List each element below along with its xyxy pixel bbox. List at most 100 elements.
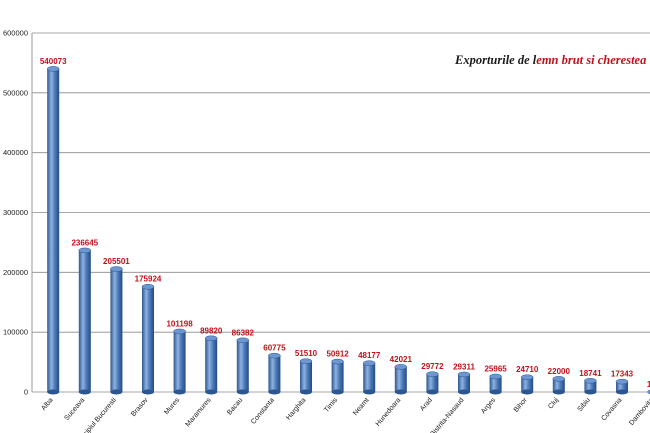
x-tick-label: Bihor <box>513 396 529 414</box>
data-label: 24710 <box>516 365 539 374</box>
x-tick-label: Mures <box>163 396 181 416</box>
bar-top <box>552 376 566 382</box>
y-tick-label: 200000 <box>3 268 28 277</box>
bar-base <box>78 389 91 395</box>
y-tick-label: 300000 <box>3 208 28 217</box>
bar <box>204 335 218 395</box>
bar <box>299 358 313 395</box>
bar-top <box>236 337 250 344</box>
bar-base <box>268 389 281 395</box>
data-label: 236645 <box>71 238 98 247</box>
x-tick-label: Alba <box>40 397 54 412</box>
bar-top <box>110 266 123 272</box>
bar-body <box>552 378 565 392</box>
x-tick-label: Sibiu <box>577 397 592 414</box>
bar-top <box>520 374 534 380</box>
bar-body <box>268 355 281 392</box>
data-label: 540073 <box>40 57 67 66</box>
x-tick-label: Hunedoara <box>375 397 403 428</box>
bar-body <box>458 374 470 392</box>
y-tick-label: 0 <box>24 388 28 397</box>
bar-base <box>142 389 154 395</box>
bar-top <box>362 360 376 366</box>
bar-base <box>47 389 60 395</box>
bar-body <box>331 361 344 392</box>
bar-top <box>331 358 344 365</box>
x-tick-label: Maramures <box>185 396 213 428</box>
bar-top <box>141 283 155 290</box>
bar-top <box>78 247 92 254</box>
bar <box>647 389 650 395</box>
bar-base <box>426 389 439 395</box>
bar-base <box>331 389 344 395</box>
data-label: 29311 <box>453 362 475 371</box>
bar-body <box>110 269 123 392</box>
data-label: 42021 <box>390 355 413 364</box>
data-label: 17343 <box>611 370 634 379</box>
bar <box>236 337 250 395</box>
bar-top <box>299 358 313 364</box>
bar <box>78 247 92 395</box>
x-tick-label: Arad <box>419 397 434 413</box>
bar-body <box>47 68 60 392</box>
bar <box>46 66 60 395</box>
bar-base <box>205 389 218 395</box>
y-tick-label: 600000 <box>3 29 28 38</box>
data-label: 50912 <box>326 350 349 359</box>
title-part: emn brut si cherestea <box>536 53 646 67</box>
x-tick-label: Dambovita <box>628 397 650 427</box>
bar-base <box>110 389 123 395</box>
bar-body <box>205 338 218 392</box>
y-tick-label: 400000 <box>3 148 28 157</box>
x-tick-label: Harghita <box>285 397 307 422</box>
data-label: 48177 <box>358 351 381 360</box>
bar-top <box>489 373 502 380</box>
bar-top <box>46 66 60 72</box>
bar-top <box>615 378 629 385</box>
x-tick-label: Cluj <box>547 396 560 410</box>
bar <box>615 378 629 395</box>
x-tick-label: Timis <box>323 396 339 413</box>
bar-body <box>363 363 376 392</box>
data-label: 51510 <box>295 349 318 358</box>
bar-body <box>173 331 186 392</box>
bar-body <box>616 381 628 392</box>
bar-base <box>552 389 565 395</box>
bar-base <box>394 389 407 395</box>
bar-top <box>426 371 439 377</box>
x-tick-label: Bistrita-Nasaud <box>429 397 465 433</box>
bar-base <box>458 389 470 395</box>
bar <box>552 376 566 395</box>
bar <box>489 373 502 395</box>
bar-body <box>394 366 407 392</box>
data-label: 18741 <box>579 369 602 378</box>
data-label: 101198 <box>166 319 193 328</box>
bar-top <box>173 328 186 335</box>
bar-body <box>489 376 502 392</box>
data-label: 25965 <box>484 364 507 373</box>
bar <box>520 374 534 395</box>
bar-base <box>616 389 628 395</box>
bar-base <box>236 389 249 395</box>
bar-body <box>426 374 439 392</box>
bar-base <box>173 389 186 395</box>
bar-body <box>300 361 312 392</box>
data-label: 205501 <box>103 257 130 266</box>
bar-base <box>584 389 597 395</box>
data-label: 175924 <box>135 275 162 284</box>
data-label: 22000 <box>548 367 571 376</box>
bar <box>268 352 281 395</box>
x-tick-label: Covasna <box>600 397 623 423</box>
bar-base <box>363 389 376 395</box>
bar <box>362 360 376 395</box>
bar <box>110 266 123 395</box>
bar-body <box>78 250 91 392</box>
data-label: 89820 <box>200 326 223 335</box>
y-tick-label: 500000 <box>3 88 28 97</box>
data-label: 29772 <box>421 362 444 371</box>
bar-top <box>584 378 597 384</box>
bar-base <box>300 389 312 395</box>
bar <box>141 283 155 395</box>
